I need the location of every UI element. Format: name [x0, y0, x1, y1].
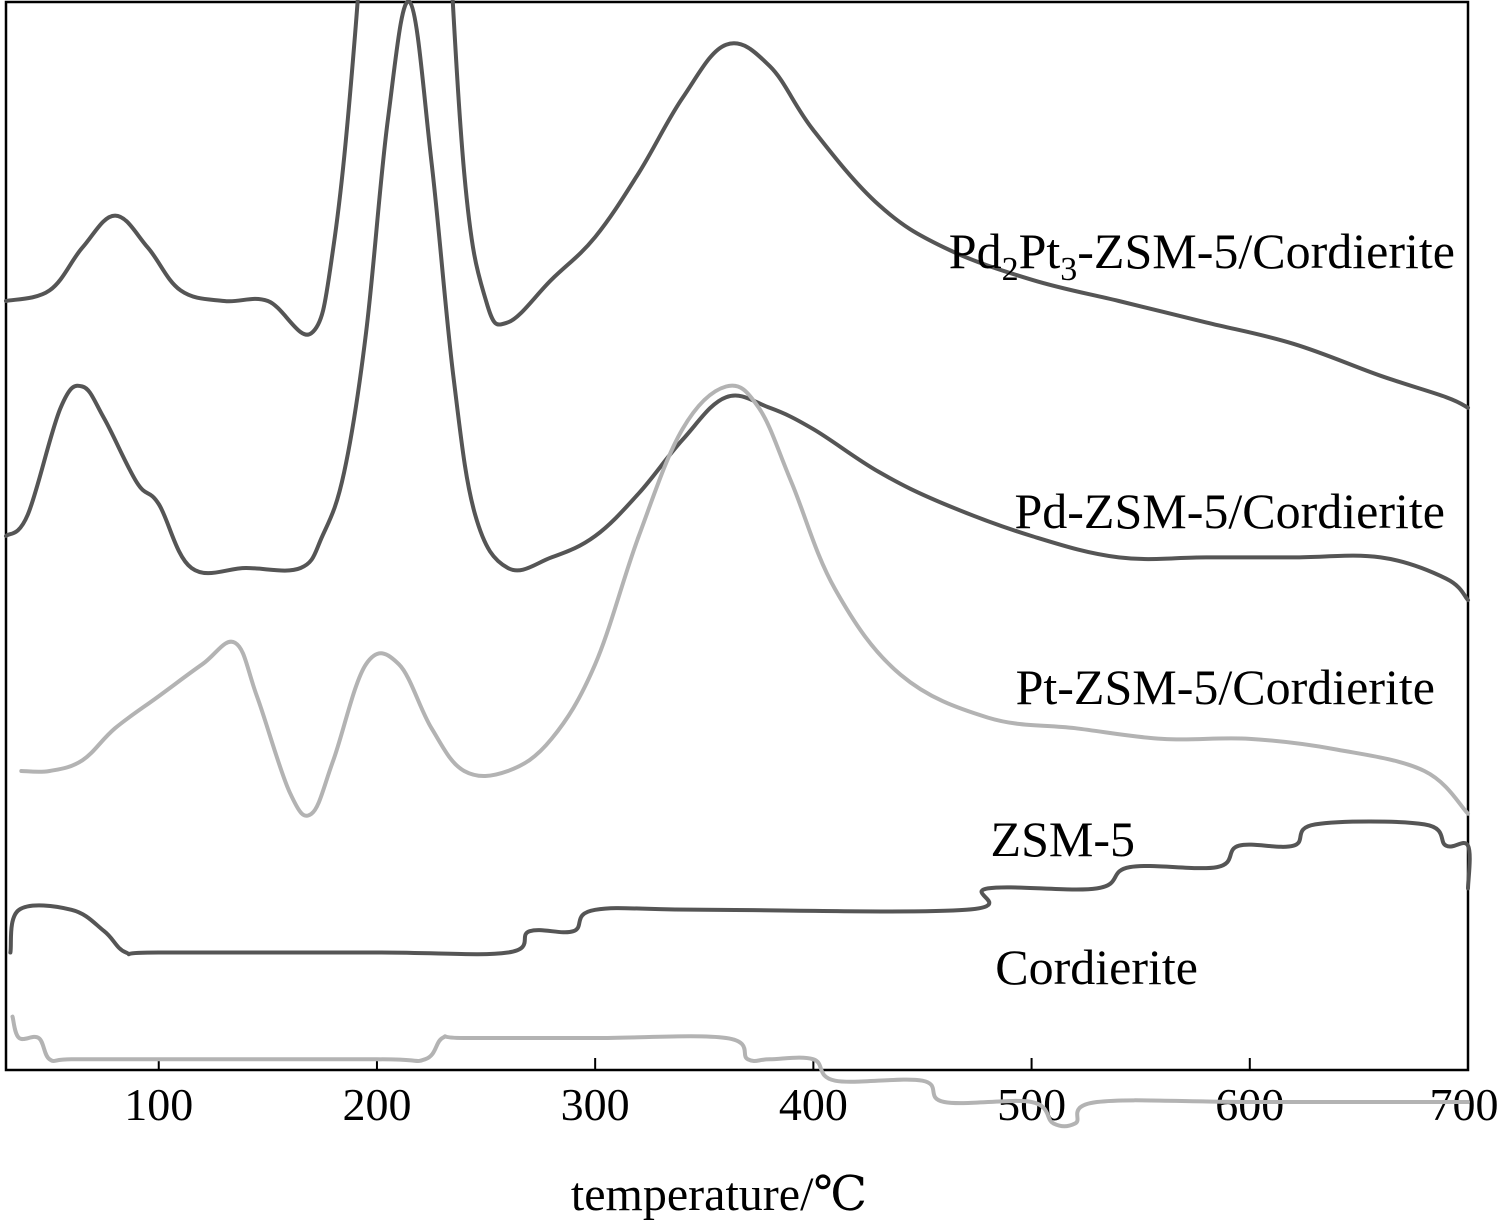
x-tick-label-600: 600 [1215, 1079, 1284, 1130]
series-line-pd2pt3-zsm-5-cordierite [4, 0, 1470, 410]
series-lines [4, 0, 1472, 1129]
series-label-pt-zsm-5-cordierite: Pt-ZSM-5/Cordierite [1016, 659, 1435, 715]
series-line-cordierite [10, 1014, 1470, 1129]
series-line-pt-zsm-5-cordierite [19, 383, 1470, 818]
x-tick-label-700: 700 [1430, 1079, 1499, 1130]
series-line-zsm-5 [8, 819, 1472, 957]
x-tick-label-500: 500 [997, 1079, 1066, 1130]
series-label-pd-zsm-5-cordierite: Pd-ZSM-5/Cordierite [1014, 483, 1445, 539]
series-label-pd2pt3-zsm-5-cordierite: Pd2Pt3-ZSM-5/Cordierite [949, 223, 1455, 288]
series-label-cordierite: Cordierite [995, 939, 1198, 995]
series-label-zsm-5: ZSM-5 [991, 811, 1135, 867]
x-axis-tick-labels: 100 200 300 400 500 600 700 [124, 1079, 1498, 1130]
x-tick-label-300: 300 [561, 1079, 630, 1130]
x-tick-label-100: 100 [124, 1079, 193, 1130]
x-axis-label: temperature/℃ [571, 1168, 867, 1221]
x-tick-label-400: 400 [779, 1079, 848, 1130]
x-tick-label-200: 200 [342, 1079, 411, 1130]
series-labels: Pd2Pt3-ZSM-5/Cordierite Pd-ZSM-5/Cordieri… [949, 223, 1455, 995]
series-line-pd-zsm-5-cordierite [4, 0, 1470, 603]
